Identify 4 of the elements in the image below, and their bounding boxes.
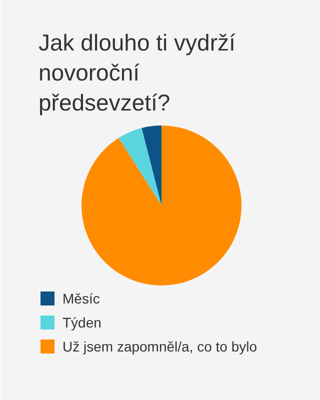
legend-label: Měsíc [62, 290, 100, 306]
chart-title: Jak dlouho ti vydrží novoroční předsevzetí? [38, 30, 236, 116]
legend-label: Už jsem zapomněl/a, co to bylo [62, 338, 258, 354]
legend-label: Týden [62, 314, 102, 330]
